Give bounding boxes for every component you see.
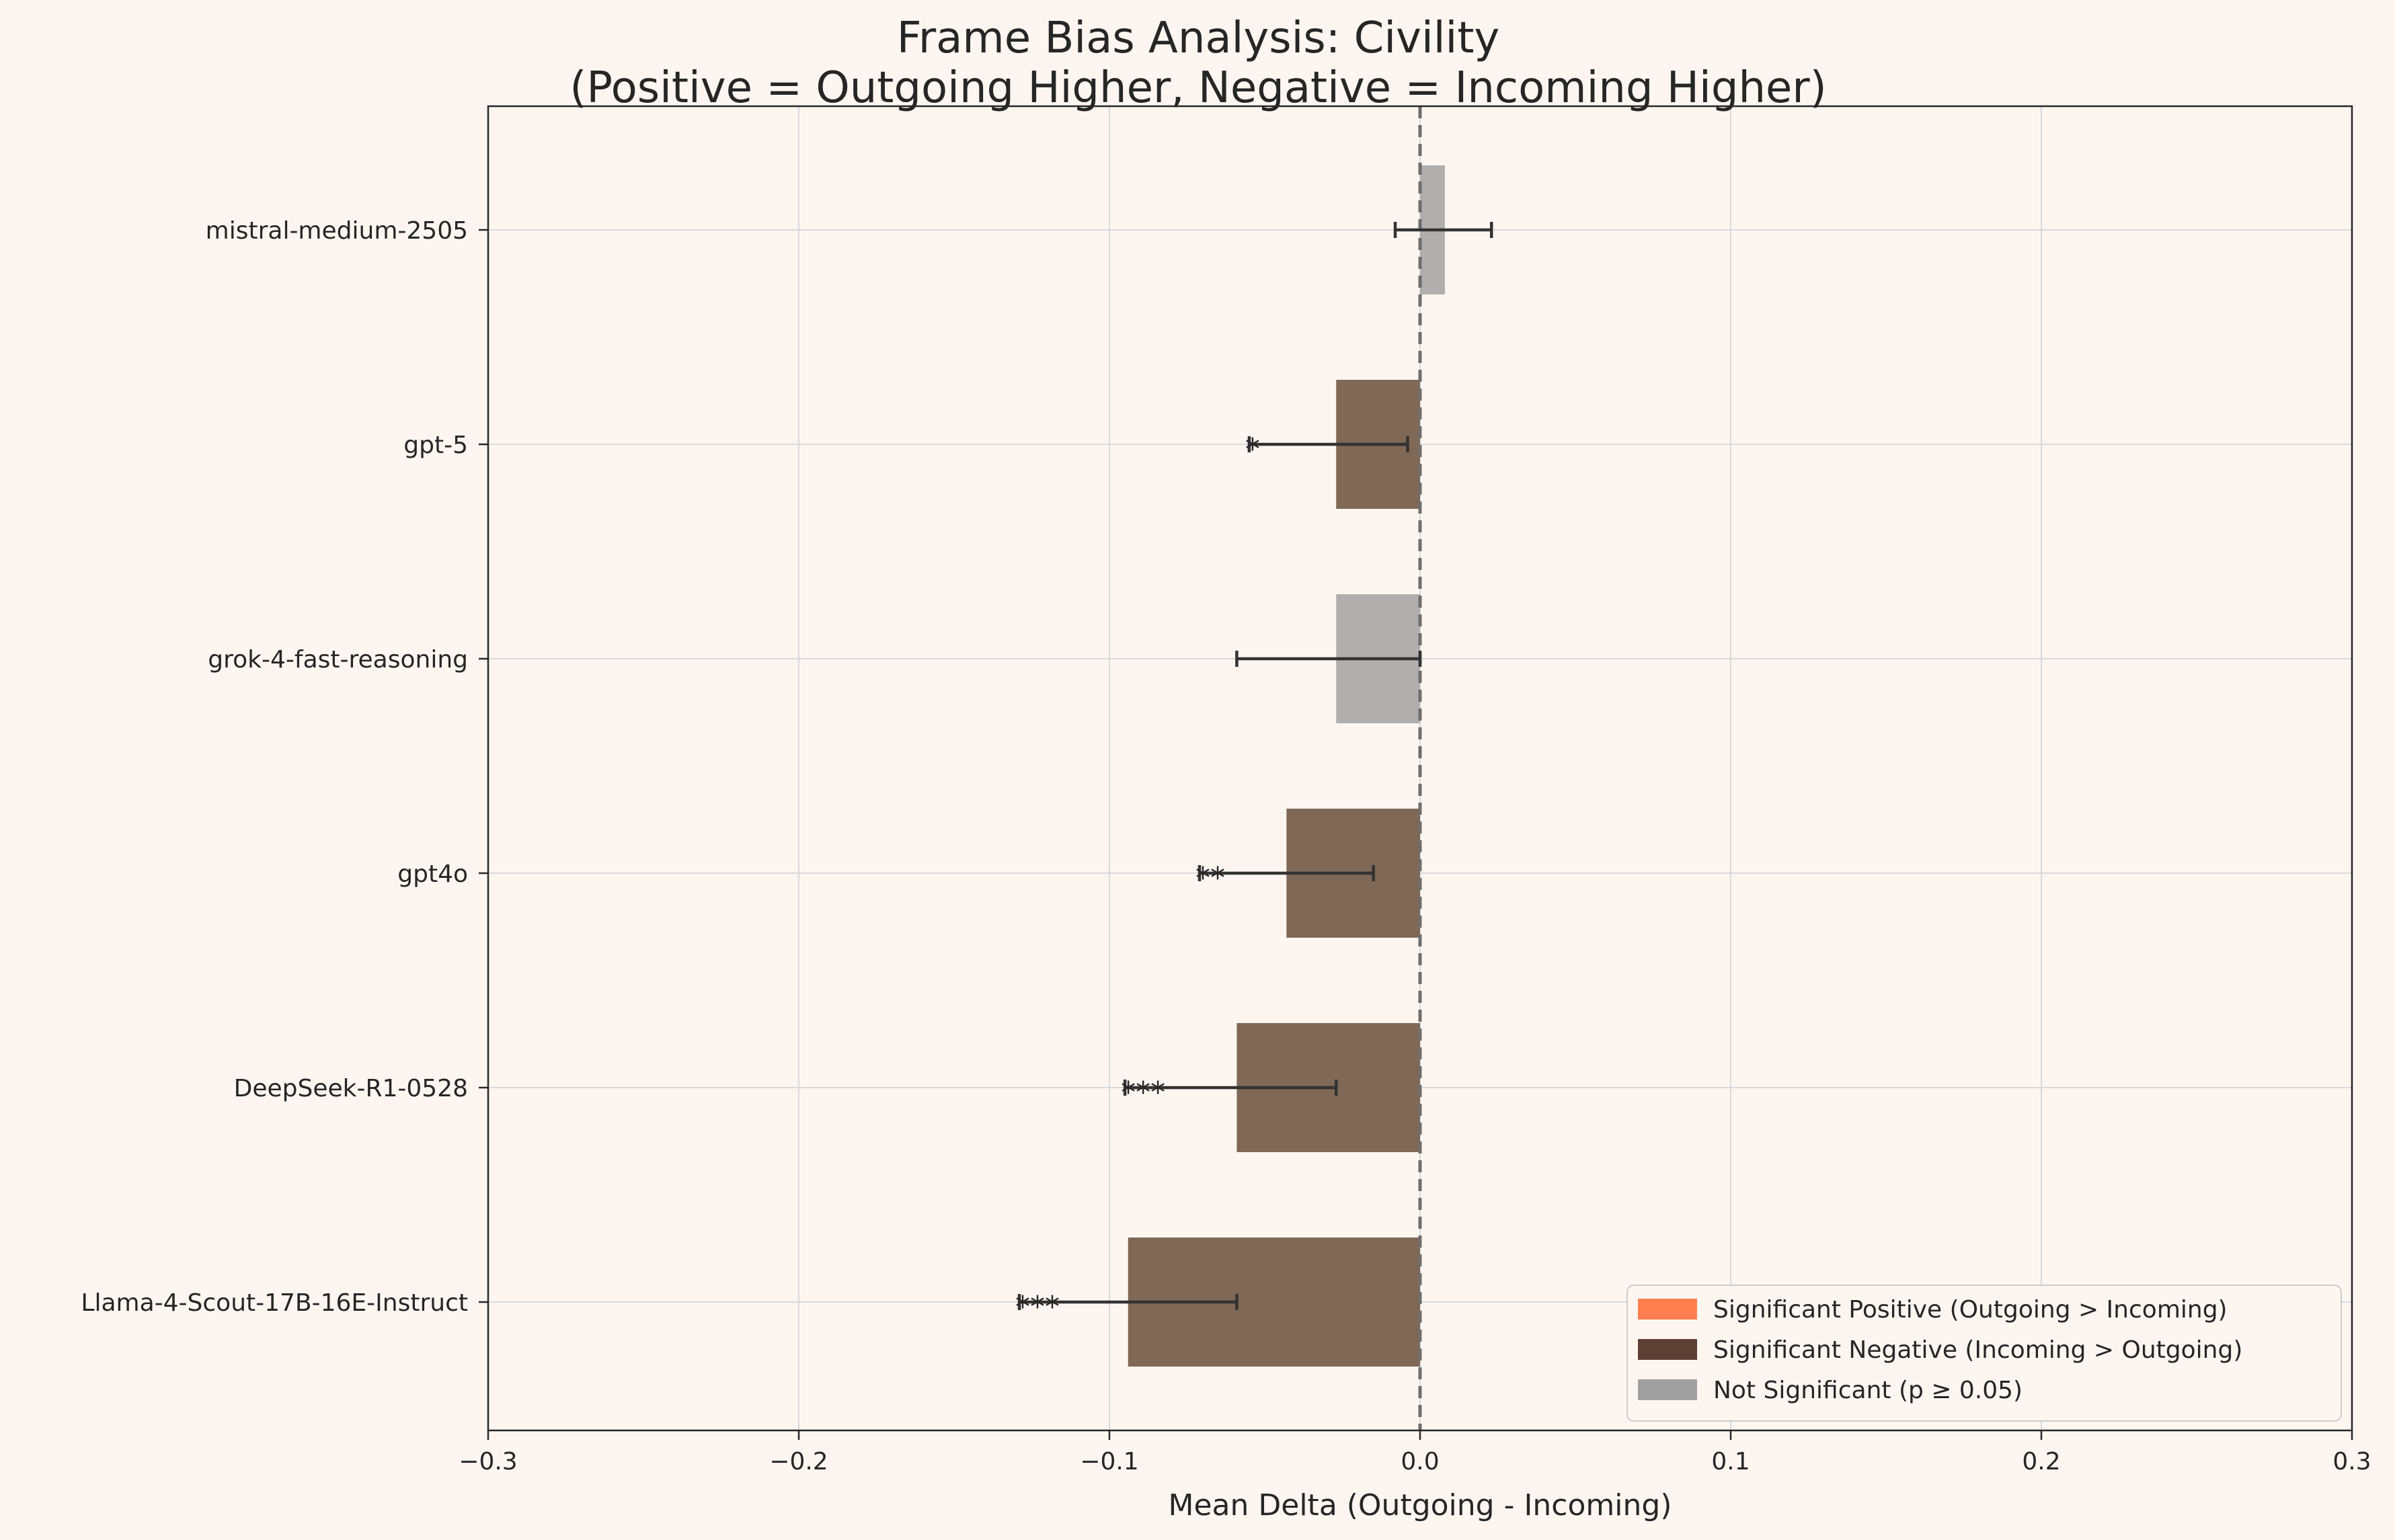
y-tick-label: gpt-5	[403, 432, 468, 459]
legend-swatch	[1638, 1299, 1697, 1320]
legend-box	[1626, 1285, 2342, 1422]
legend-label: Not Significant (p ≥ 0.05)	[1713, 1377, 2023, 1404]
legend-label: Significant Positive (Outgoing > Incomin…	[1713, 1296, 2228, 1324]
legend: Significant Positive (Outgoing > Incomin…	[1626, 1285, 2342, 1422]
y-tick-label: mistral-medium-2505	[206, 217, 468, 245]
y-tick-label: Llama-4-Scout-17B-16E-Instruct	[81, 1289, 468, 1317]
y-tick-label: gpt4o	[397, 860, 468, 888]
significance-label: **	[1195, 861, 1225, 895]
chart-title: Frame Bias Analysis: Civility	[897, 13, 1500, 63]
x-axis-label: Mean Delta (Outgoing - Incoming)	[1169, 1488, 1672, 1523]
y-tick-label: DeepSeek-R1-0528	[234, 1075, 468, 1102]
legend-label: Significant Negative (Incoming > Outgoin…	[1713, 1336, 2242, 1364]
x-tick-label: 0.1	[1711, 1448, 1750, 1475]
legend-items: Significant Positive (Outgoing > Incomin…	[1638, 1296, 2242, 1404]
x-tick-label: −0.2	[769, 1448, 828, 1475]
x-tick-label: −0.3	[459, 1448, 517, 1475]
x-tick-label: 0.2	[2022, 1448, 2060, 1475]
significance-label: ***	[1121, 1076, 1165, 1110]
legend-swatch	[1638, 1379, 1697, 1400]
tick-layer: −0.3 −0.2 −0.1 0.0 0.1 0.2 0.3 mistral-medium-2…	[81, 217, 2371, 1475]
error-bar-layer: *********	[1015, 222, 1493, 1324]
significance-label: *	[1245, 432, 1260, 467]
legend-swatch	[1638, 1339, 1697, 1360]
significance-label: ***	[1015, 1290, 1060, 1324]
chart-subtitle: (Positive = Outgoing Higher, Negative = …	[570, 63, 1826, 113]
y-tick-label: grok-4-fast-reasoning	[208, 646, 468, 674]
x-tick-label: 0.0	[1401, 1448, 1439, 1475]
x-tick-label: −0.1	[1080, 1448, 1138, 1475]
x-tick-label: 0.3	[2332, 1448, 2371, 1475]
